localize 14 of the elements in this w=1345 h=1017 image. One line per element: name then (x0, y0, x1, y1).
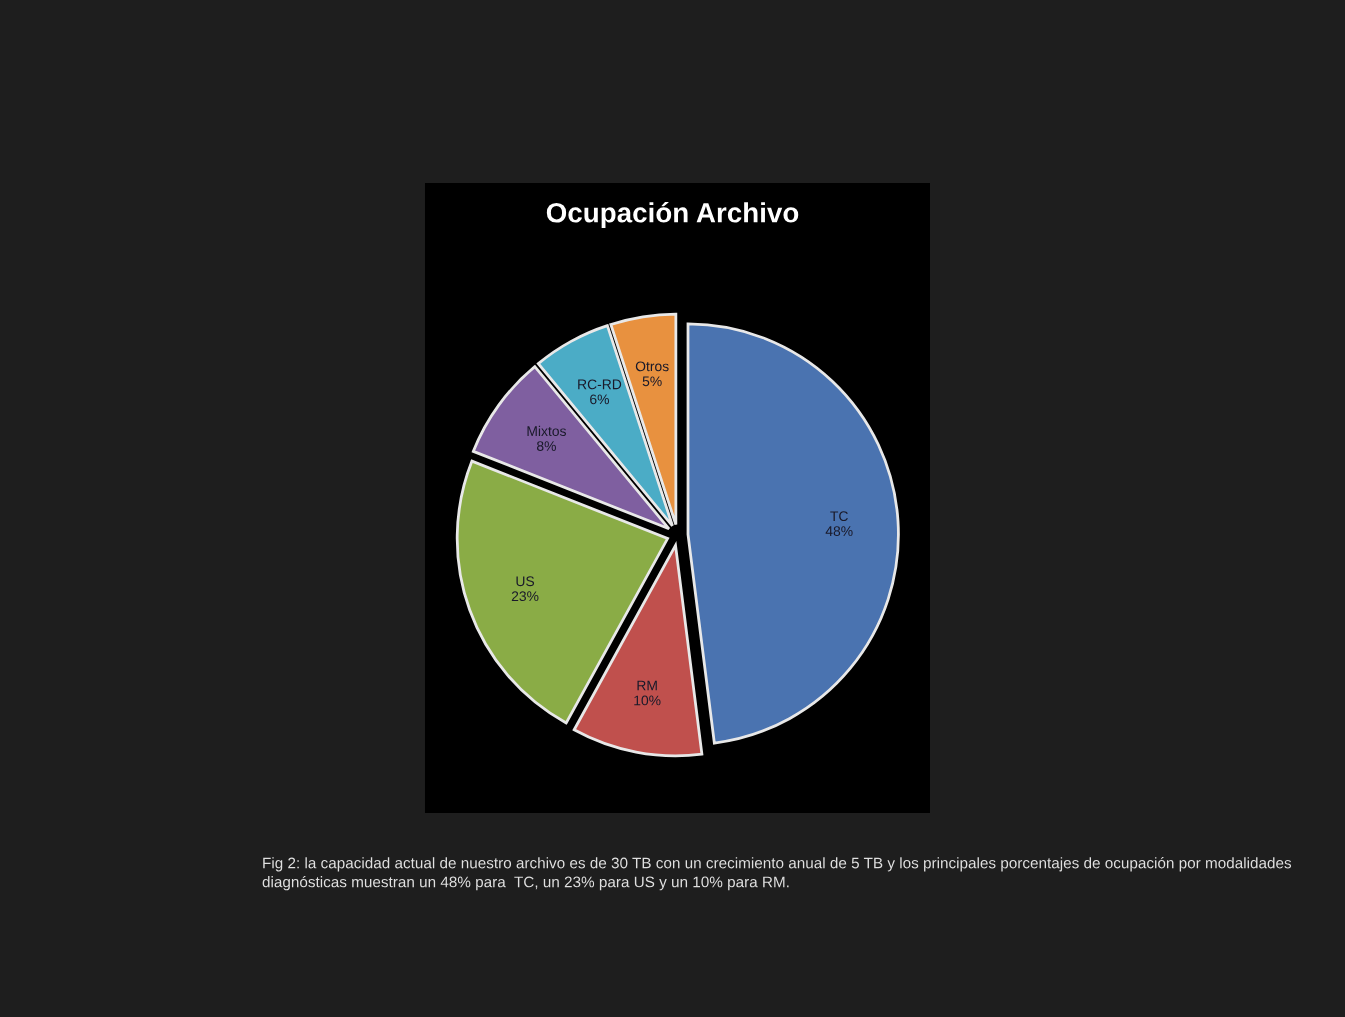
data-label: 23% (511, 591, 539, 602)
data-label: 5% (642, 376, 662, 387)
data-label: 6% (590, 394, 609, 405)
data-label: 48% (825, 526, 853, 537)
slice-label: RC-RD (578, 379, 622, 390)
slice-label: TC (830, 511, 848, 522)
caption: Fig 2: la capacidad actual de nuestro archivo es de 30 TB con un crecimiento anual de 5 TB y los principales porcentajes de ocupación por modalidades diagnósticas muestran un 48% para TC, un 23% para US y un 10% para RM. (262, 857, 1292, 891)
data-label: 10% (634, 695, 661, 706)
slice-label: Mixtos (527, 425, 566, 437)
data-label: 8% (536, 441, 556, 451)
slice-label: Otros (635, 361, 669, 372)
slice-label: RM (637, 680, 657, 691)
chart-title: Ocupación Archivo (546, 201, 799, 229)
slice-label: US (516, 576, 535, 587)
